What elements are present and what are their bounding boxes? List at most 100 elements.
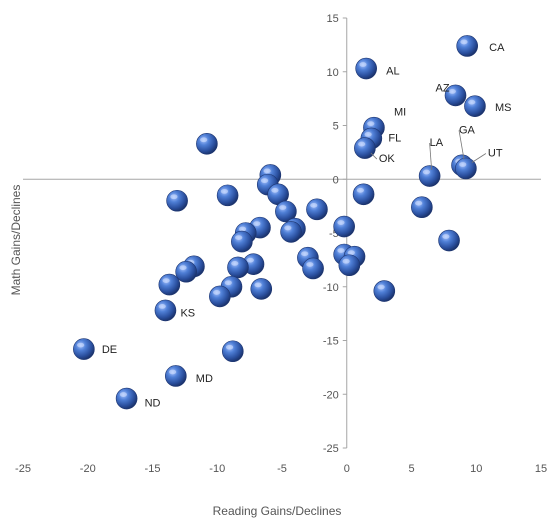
label-leader-line [458, 130, 465, 160]
point-highlight [367, 121, 375, 127]
point-label-ks: KS [180, 307, 195, 319]
data-point [196, 132, 218, 155]
point-marker [338, 254, 361, 277]
point-marker [333, 215, 355, 238]
point-labels-layer: CA AL AZ MS MI FL OK LA GA UT KS DE MD ND [102, 42, 512, 410]
point-label-ga: GA [459, 124, 476, 136]
point-highlight [213, 290, 221, 295]
point-highlight [347, 250, 355, 256]
x-tick-label: -25 [15, 463, 31, 475]
data-point [275, 200, 297, 223]
point-highlight [279, 205, 287, 210]
data-point-de [73, 338, 95, 360]
data-point [158, 273, 181, 296]
point-marker [302, 257, 324, 280]
point-highlight [119, 392, 127, 397]
data-point-ca [456, 35, 478, 57]
point-label-de: DE [102, 344, 117, 356]
point-highlight [224, 280, 232, 286]
data-point [438, 229, 460, 252]
point-marker [355, 57, 377, 80]
y-tick-label: -20 [323, 389, 339, 401]
point-marker [280, 221, 302, 243]
data-point [333, 215, 355, 238]
point-highlight [460, 39, 468, 45]
y-tick-label: 10 [327, 67, 339, 79]
x-tick-label: 15 [535, 463, 547, 475]
data-point-az [444, 84, 467, 107]
point-highlight [448, 89, 456, 94]
point-marker [231, 230, 253, 253]
point-highlight [158, 304, 166, 309]
data-point [231, 230, 253, 253]
point-marker [158, 273, 181, 296]
label-leader-line [370, 152, 378, 160]
data-point-ok [354, 137, 376, 159]
point-highlight [225, 344, 234, 350]
point-label-la: LA [430, 137, 444, 149]
y-axis-title: Math Gains/Declines [9, 185, 23, 296]
data-point [227, 256, 249, 279]
x-tick-label: -5 [277, 463, 287, 475]
point-highlight [263, 168, 271, 174]
point-highlight [254, 282, 262, 288]
point-highlight [301, 251, 309, 257]
point-highlight [342, 258, 350, 264]
point-highlight [246, 257, 254, 263]
point-marker [411, 196, 433, 218]
y-tick-label: 15 [327, 13, 339, 25]
points-layer [73, 35, 486, 410]
point-highlight [260, 178, 269, 184]
point-marker [196, 132, 218, 155]
point-marker [250, 278, 273, 300]
point-highlight [337, 220, 345, 225]
x-tick-label: -10 [209, 463, 225, 475]
point-label-ms: MS [495, 102, 512, 114]
point-highlight [377, 284, 385, 290]
point-marker [209, 285, 231, 308]
x-tick-label: -20 [80, 463, 96, 475]
y-tick-label: -25 [323, 443, 339, 455]
point-highlight [359, 62, 367, 67]
point-marker [175, 260, 197, 283]
point-label-md: MD [196, 373, 213, 385]
point-label-fl: FL [388, 132, 401, 144]
point-highlight [200, 137, 208, 143]
point-highlight [77, 342, 85, 348]
data-point [338, 254, 361, 277]
y-tick-label: -10 [323, 282, 339, 294]
point-label-ok: OK [379, 153, 396, 165]
point-highlight [235, 235, 243, 241]
point-marker [352, 183, 375, 206]
y-tick-label: 0 [333, 174, 339, 186]
point-highlight [364, 132, 372, 137]
data-point [216, 184, 239, 207]
point-marker [221, 340, 244, 363]
point-marker [73, 338, 95, 360]
point-marker [354, 137, 376, 159]
point-marker [373, 280, 396, 302]
point-highlight [422, 169, 431, 175]
point-highlight [306, 262, 314, 267]
point-highlight [415, 200, 423, 206]
point-highlight [459, 162, 467, 167]
data-point-md [165, 365, 187, 387]
label-leader-line [429, 142, 433, 171]
point-marker [418, 165, 441, 187]
point-highlight [468, 99, 476, 105]
data-point [302, 257, 324, 280]
x-tick-label: 0 [344, 463, 350, 475]
data-point [175, 260, 197, 283]
x-tick-label: 5 [408, 463, 414, 475]
data-point [411, 196, 433, 218]
point-label-al: AL [386, 66, 399, 78]
point-marker [306, 198, 328, 221]
point-marker [166, 189, 188, 212]
point-highlight [220, 188, 229, 194]
y-tick-label: -15 [323, 336, 339, 348]
data-point [250, 278, 273, 300]
data-point-nd [115, 387, 138, 410]
data-point [306, 198, 328, 221]
